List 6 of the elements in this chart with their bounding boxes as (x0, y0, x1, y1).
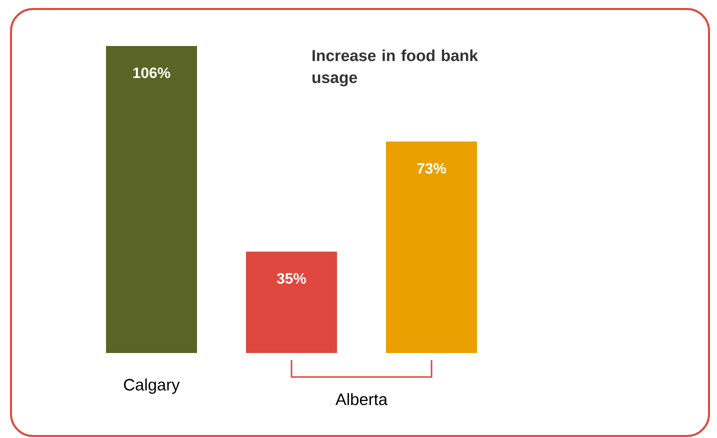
text: Alberta (336, 393, 388, 406)
x-tick-label: Calgary (124, 378, 180, 394)
data-label: 35% (276, 273, 306, 284)
data-label: 106% (133, 68, 170, 78)
data-label: 73% (417, 163, 446, 174)
text: Increase in food bank usage (312, 50, 478, 86)
